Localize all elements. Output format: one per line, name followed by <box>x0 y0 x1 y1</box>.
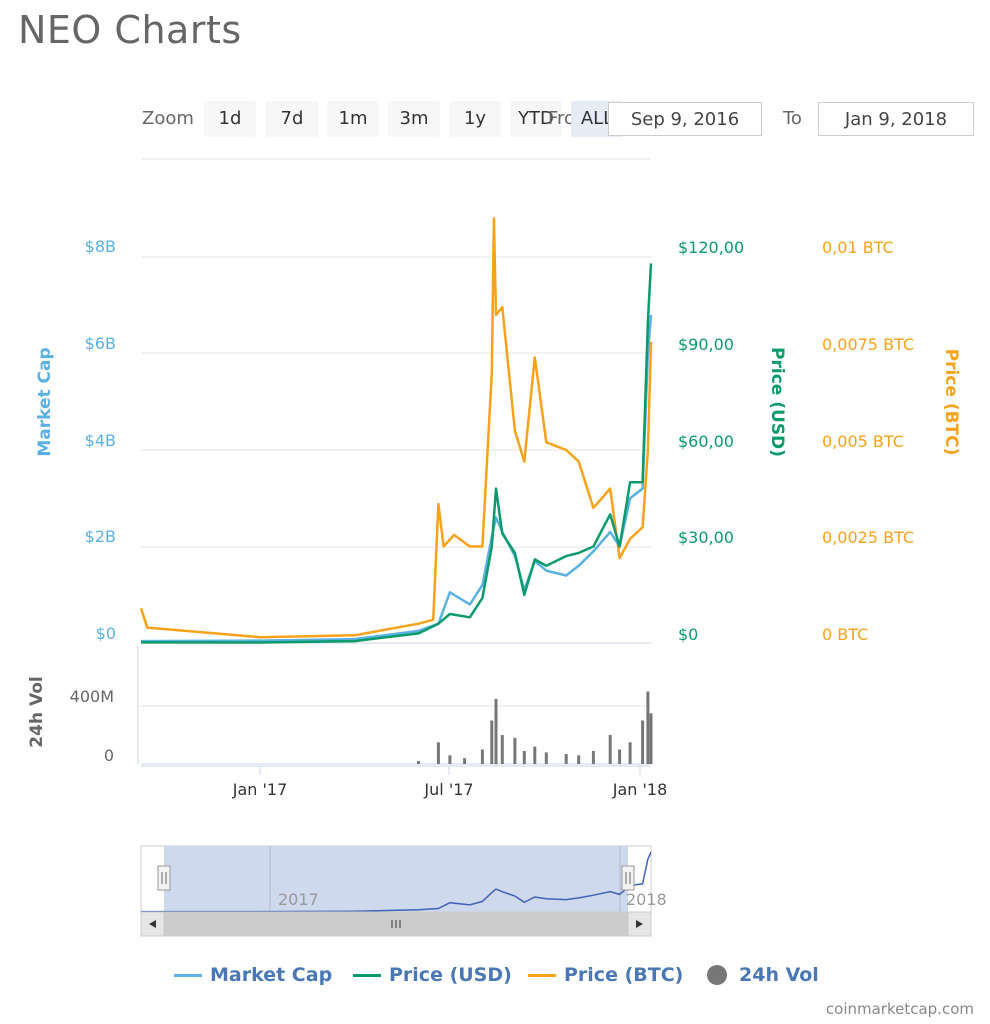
to-date-input[interactable]: Jan 9, 2018 <box>818 102 974 136</box>
volume-bar <box>641 720 645 764</box>
navigator[interactable] <box>140 845 652 913</box>
price-btc-tick-0: 0 BTC <box>822 625 868 644</box>
price-btc-tick-00075: 0,0075 BTC <box>822 335 914 354</box>
series-line-price-usd <box>140 263 653 644</box>
navigator-right-handle[interactable] <box>621 865 635 891</box>
legend: Market Cap Price (USD) Price (BTC) 24h V… <box>0 960 990 990</box>
price-btc-axis-title: Price (BTC) <box>941 349 961 456</box>
volume-bar <box>533 746 537 764</box>
volume-bar <box>591 751 595 765</box>
navigator-left-handle[interactable] <box>157 865 171 891</box>
series-line-price-btc <box>139 217 653 639</box>
x-axis <box>141 765 651 775</box>
price-usd-tick-0: $0 <box>678 625 698 644</box>
zoom-button-1d[interactable]: 1d <box>204 101 256 137</box>
to-label: To <box>783 108 802 129</box>
credits-link[interactable]: coinmarketcap.com <box>825 1000 974 1018</box>
volume-axis-title: 24h Vol <box>27 676 47 747</box>
market-cap-tick-2b: $2B <box>85 527 116 546</box>
chart-canvas: $8B $6B $4B $2B $0 Market Cap $120,00 $9… <box>27 158 961 937</box>
volume-bar <box>564 753 568 764</box>
volume-bar <box>494 698 498 765</box>
volume-tick-0: 0 <box>104 746 114 765</box>
price-btc-tick-001: 0,01 BTC <box>822 238 894 257</box>
market-cap-tick-4b: $4B <box>85 431 116 450</box>
price-usd-tick-90: $90,00 <box>678 335 734 354</box>
navigator-line <box>141 851 652 913</box>
volume-bar <box>417 761 420 764</box>
volume-bar <box>436 742 440 765</box>
market-cap-tick-0: $0 <box>96 624 116 643</box>
legend-label: Market Cap <box>210 964 333 986</box>
navigator-selected-range[interactable] <box>164 846 628 912</box>
x-tick-jul-17: Jul '17 <box>423 780 473 799</box>
volume-bar <box>646 691 650 764</box>
volume-bar <box>649 713 653 765</box>
zoom-button-1y[interactable]: 1y <box>449 101 501 137</box>
series-line-market-cap <box>140 314 653 643</box>
volume-bar <box>448 755 452 764</box>
legend-label: Price (USD) <box>389 964 512 986</box>
volume-bar <box>480 749 484 764</box>
page-title: NEO Charts <box>18 8 242 52</box>
x-tick-jan-18: Jan '18 <box>612 780 668 799</box>
price-usd-tick-30: $30,00 <box>678 528 734 547</box>
series-lines <box>139 217 653 644</box>
market-cap-axis-title: Market Cap <box>35 347 55 456</box>
price-usd-tick-60: $60,00 <box>678 432 734 451</box>
zoom-button-ytd[interactable]: YTD <box>510 101 562 137</box>
from-date-input[interactable]: Sep 9, 2016 <box>608 102 762 136</box>
grid <box>137 158 651 765</box>
volume-bar <box>628 742 632 765</box>
navigator-tick-2018: 2018 <box>626 890 667 909</box>
volume-bar <box>490 720 494 764</box>
volume-bar <box>544 752 548 764</box>
volume-tick-400m: 400M <box>70 687 114 706</box>
volume-bar <box>500 735 504 764</box>
price-btc-tick-00025: 0,0025 BTC <box>822 528 914 547</box>
zoom-label: Zoom <box>142 108 194 129</box>
legend-line-icon <box>528 974 556 977</box>
legend-dot-icon <box>707 965 727 985</box>
market-cap-tick-8b: $8B <box>85 237 116 256</box>
volume-bar <box>618 749 622 764</box>
legend-label: 24h Vol <box>739 964 819 986</box>
legend-line-icon <box>174 974 202 977</box>
volume-bar <box>522 751 526 765</box>
navigator-tick-2017: 2017 <box>278 890 319 909</box>
volume-bar <box>463 758 467 764</box>
legend-label: Price (BTC) <box>564 964 684 986</box>
volume-bar <box>577 755 581 764</box>
zoom-button-7d[interactable]: 7d <box>266 101 318 137</box>
price-usd-axis-title: Price (USD) <box>767 347 787 457</box>
market-cap-tick-6b: $6B <box>85 334 116 353</box>
price-usd-tick-120: $120,00 <box>678 238 744 257</box>
zoom-button-1m[interactable]: 1m <box>327 101 379 137</box>
scrollbar[interactable] <box>140 911 652 937</box>
volume-bar <box>513 737 517 764</box>
volume-bars <box>417 691 653 765</box>
legend-line-icon <box>353 974 381 977</box>
x-tick-jan-17: Jan '17 <box>232 780 288 799</box>
zoom-button-3m[interactable]: 3m <box>388 101 440 137</box>
navigator-series <box>141 851 652 913</box>
volume-bar <box>608 735 612 764</box>
price-btc-tick-0005: 0,005 BTC <box>822 432 904 451</box>
